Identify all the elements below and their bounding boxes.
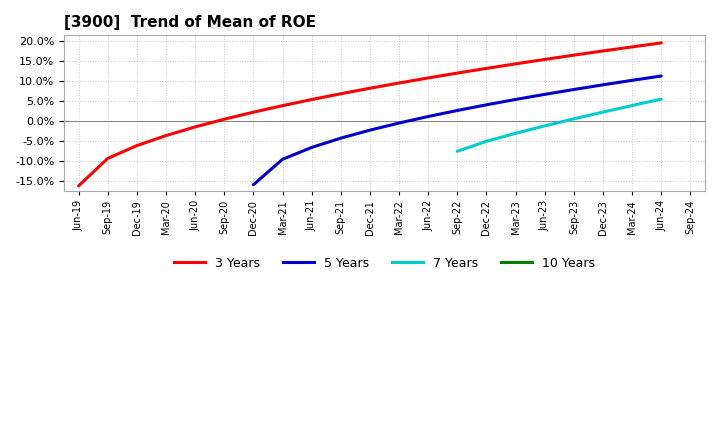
Text: [3900]  Trend of Mean of ROE: [3900] Trend of Mean of ROE bbox=[64, 15, 316, 30]
Legend: 3 Years, 5 Years, 7 Years, 10 Years: 3 Years, 5 Years, 7 Years, 10 Years bbox=[169, 252, 600, 275]
